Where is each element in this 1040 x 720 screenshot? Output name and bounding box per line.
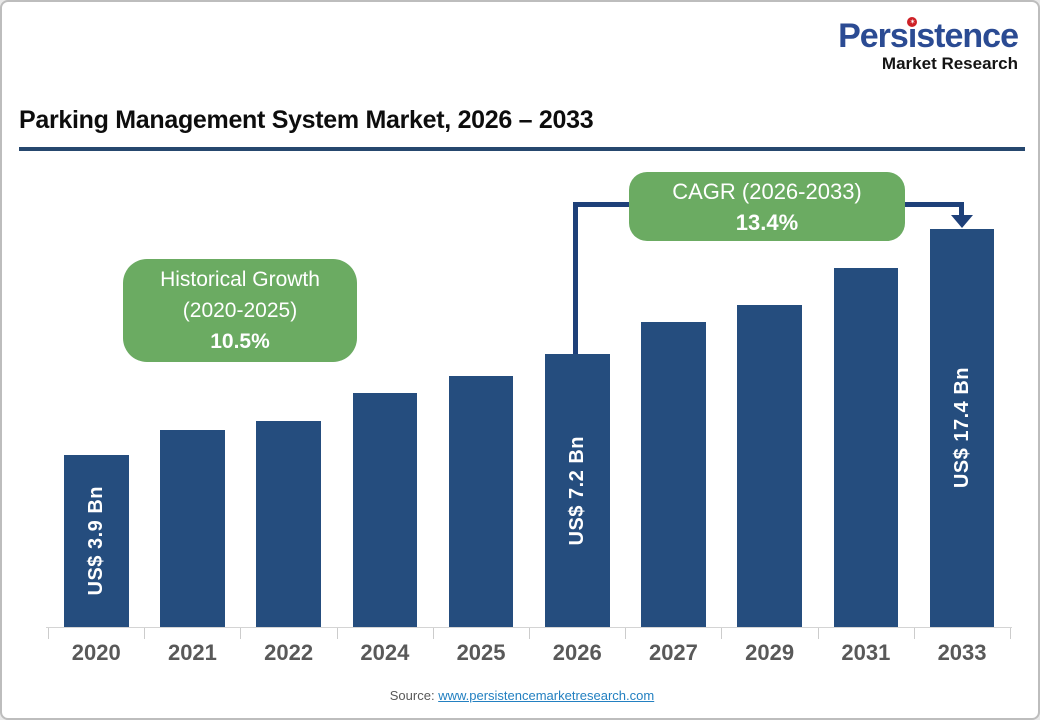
bar-2024 bbox=[352, 393, 418, 627]
bar-2033: US$ 17.4 Bn bbox=[929, 229, 995, 627]
bar-2029 bbox=[737, 305, 802, 627]
x-axis-line bbox=[46, 627, 1012, 628]
axis-tick bbox=[144, 628, 146, 639]
logo-red-star-icon: ✶ bbox=[907, 17, 918, 27]
brand-letter-i: i ✶ bbox=[907, 17, 918, 55]
source-link[interactable]: www.persistencemarketresearch.com bbox=[438, 688, 655, 703]
x-axis-label-2029: 2029 bbox=[745, 640, 795, 665]
title-underline bbox=[19, 147, 1025, 151]
axis-tick bbox=[913, 628, 915, 639]
historical-growth-value: 10.5% bbox=[210, 330, 270, 353]
bar-2027 bbox=[641, 322, 706, 627]
bar-2026: US$ 7.2 Bn bbox=[545, 354, 610, 627]
bar-2025 bbox=[448, 376, 514, 627]
cagr-connector-line-2026 bbox=[573, 204, 578, 354]
x-axis-label-2027: 2027 bbox=[648, 640, 698, 665]
x-axis-label-2020: 2020 bbox=[71, 640, 121, 665]
cagr-value: 13.4% bbox=[735, 209, 799, 235]
x-axis-label-2026: 2026 bbox=[552, 640, 602, 665]
cagr-callout: CAGR (2026-2033) 13.4% bbox=[629, 172, 905, 241]
bar-value-label-2026: US$ 7.2 Bn bbox=[565, 435, 588, 546]
historical-growth-period: (2020-2025) bbox=[182, 299, 298, 322]
x-axis-label-2033: 2033 bbox=[937, 640, 987, 665]
x-axis-label-2024: 2024 bbox=[360, 640, 410, 665]
axis-tick bbox=[817, 628, 819, 639]
axis-tick bbox=[529, 628, 530, 639]
bar-2021 bbox=[160, 430, 225, 627]
source-prefix: Source: bbox=[389, 688, 439, 703]
historical-growth-label: Historical Growth bbox=[160, 268, 320, 291]
x-axis-label-2031: 2031 bbox=[841, 640, 891, 665]
brand-wordmark: Persi ✶ stence bbox=[838, 17, 1019, 55]
brand-subtitle: Market Research bbox=[881, 54, 1018, 73]
bar-2020: US$ 3.9 Bn bbox=[64, 455, 129, 627]
x-axis-label-2022: 2022 bbox=[264, 640, 314, 665]
x-axis-label-2021: 2021 bbox=[167, 640, 217, 665]
bar-2031 bbox=[833, 268, 899, 627]
cagr-arrow-down-icon bbox=[951, 215, 973, 228]
axis-tick bbox=[432, 628, 434, 639]
brand-text-pre: Pers bbox=[838, 17, 909, 55]
axis-tick bbox=[240, 628, 242, 639]
axis-tick bbox=[48, 628, 49, 639]
axis-tick bbox=[336, 628, 338, 639]
x-axis-label-2025: 2025 bbox=[456, 640, 506, 665]
axis-tick bbox=[1010, 628, 1011, 639]
cagr-connector-line-2033 bbox=[959, 202, 964, 217]
historical-growth-callout: Historical Growth (2020-2025) 10.5% bbox=[123, 259, 357, 362]
brand-text-post: stence bbox=[916, 17, 1019, 55]
axis-tick bbox=[625, 628, 627, 639]
source-line: Source: www.persistencemarketresearch.co… bbox=[2, 688, 1038, 703]
brand-logo: Persi ✶ stence Market Research bbox=[838, 17, 1019, 74]
cagr-label: CAGR (2026-2033) bbox=[672, 178, 862, 204]
bar-value-label-2033: US$ 17.4 Bn bbox=[950, 367, 973, 489]
page-title: Parking Management System Market, 2026 –… bbox=[19, 106, 594, 134]
axis-tick bbox=[721, 628, 723, 639]
bar-value-label-2020: US$ 3.9 Bn bbox=[84, 486, 107, 596]
bar-2022 bbox=[256, 421, 321, 627]
